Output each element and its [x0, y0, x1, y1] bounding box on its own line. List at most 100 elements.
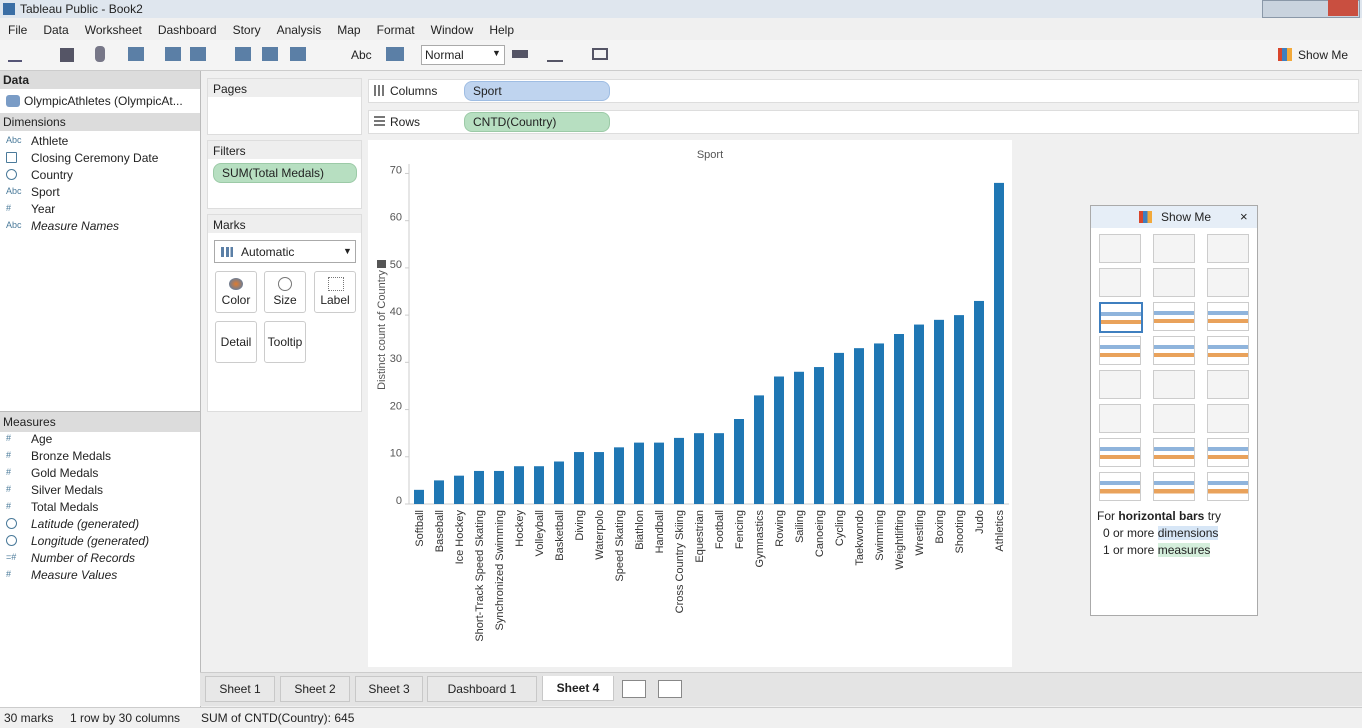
x-tick-label: Volleyball	[534, 510, 546, 556]
chart-type-thumbnail[interactable]	[1153, 268, 1195, 297]
show-me-button[interactable]: Show Me	[1298, 48, 1349, 62]
tooltip-label: Tooltip	[267, 335, 303, 349]
field[interactable]: # Gold Medals	[0, 465, 200, 482]
chart-type-thumbnail[interactable]	[1153, 234, 1195, 263]
field[interactable]: Abc Sport	[0, 184, 200, 201]
chart-type-thumbnail[interactable]	[1153, 302, 1195, 331]
new-dashboard-button[interactable]	[658, 680, 682, 698]
presentation-mode-button[interactable]	[592, 48, 608, 60]
show-me-icon[interactable]	[1278, 48, 1292, 61]
menu-item[interactable]: Window	[430, 23, 474, 37]
chart-type-thumbnail[interactable]	[1099, 472, 1141, 501]
chart-type-thumbnail[interactable]	[1099, 234, 1141, 263]
swap-button[interactable]	[235, 47, 251, 61]
sheet-tab[interactable]: Sheet 2	[280, 676, 350, 702]
field[interactable]: Abc Measure Names	[0, 218, 200, 235]
chart-type-thumbnail[interactable]	[1153, 370, 1195, 399]
menu-item[interactable]: Dashboard	[157, 23, 217, 37]
detail-button[interactable]: Detail	[215, 321, 257, 363]
label-button[interactable]: Label	[314, 271, 356, 313]
x-tick-label: Taekwondo	[854, 510, 866, 566]
x-tick-label: Swimming	[874, 510, 886, 561]
chart-type-thumbnail[interactable]	[1207, 472, 1249, 501]
x-tick-label: Weightlifting	[894, 510, 906, 570]
field[interactable]: # Bronze Medals	[0, 448, 200, 465]
back-button[interactable]	[8, 48, 22, 62]
menu-item[interactable]: File	[8, 23, 28, 37]
size-button[interactable]: Size	[264, 271, 306, 313]
sheet-tab[interactable]: Sheet 1	[205, 676, 275, 702]
field-type-icon	[6, 152, 17, 163]
tooltip-button[interactable]: Tooltip	[264, 321, 306, 363]
sheet-tab[interactable]: Sheet 3	[355, 676, 423, 702]
chart-type-thumbnail[interactable]	[1153, 404, 1195, 433]
close-button[interactable]: ×	[1240, 209, 1248, 224]
labels-button[interactable]: Abc	[351, 48, 372, 62]
field[interactable]: # Age	[0, 431, 200, 448]
field[interactable]: Abc Athlete	[0, 133, 200, 150]
highlight-button[interactable]	[547, 48, 563, 62]
chart-type-thumbnail[interactable]	[1207, 404, 1249, 433]
fit-dropdown[interactable]: Normal ▼	[421, 45, 505, 65]
chart-type-thumbnail[interactable]	[1099, 438, 1141, 467]
chart-type-thumbnail[interactable]	[1099, 302, 1143, 333]
field[interactable]: # Total Medals	[0, 499, 200, 516]
bar	[734, 419, 744, 504]
chart-type-thumbnail[interactable]	[1099, 336, 1141, 365]
filter-pill[interactable]: SUM(Total Medals)	[213, 163, 357, 183]
filters-card: Filters SUM(Total Medals)	[207, 140, 362, 209]
data-source-button[interactable]	[95, 46, 105, 62]
menu-item[interactable]: Data	[43, 23, 69, 37]
chart-type-thumbnail[interactable]	[1207, 234, 1249, 263]
color-button[interactable]: Color	[215, 271, 257, 313]
clear-button[interactable]	[190, 47, 206, 61]
chart-type-thumbnail[interactable]	[1207, 302, 1249, 331]
chart-type-thumbnail[interactable]	[1207, 438, 1249, 467]
new-sheet-button[interactable]	[128, 47, 144, 61]
menu-item[interactable]: Analysis	[276, 23, 322, 37]
field[interactable]: Longitude (generated)	[0, 533, 200, 550]
sheet-tab[interactable]: Sheet 4	[542, 676, 614, 701]
field[interactable]: # Year	[0, 201, 200, 218]
bar	[754, 395, 764, 504]
field[interactable]: =# Number of Records	[0, 550, 200, 567]
menu-item[interactable]: Story	[232, 23, 261, 37]
columns-pill[interactable]: Sport	[464, 81, 610, 101]
sort-desc-button[interactable]	[290, 47, 306, 61]
close-button[interactable]	[1328, 0, 1358, 16]
chart-type-thumbnail[interactable]	[1207, 268, 1249, 297]
field[interactable]: # Silver Medals	[0, 482, 200, 499]
field[interactable]: Closing Ceremony Date	[0, 150, 200, 167]
field[interactable]: Country	[0, 167, 200, 184]
save-button[interactable]	[60, 48, 74, 62]
measures-heading: Measures	[3, 415, 56, 429]
duplicate-button[interactable]	[165, 47, 181, 61]
menu-item[interactable]: Worksheet	[84, 23, 142, 37]
y-tick-label: 10	[390, 448, 402, 460]
sheet-tab[interactable]: Dashboard 1	[427, 676, 537, 702]
data-source[interactable]: OlympicAthletes (OlympicAt...	[24, 94, 183, 108]
sort-asc-button[interactable]	[262, 47, 278, 61]
mark-type-dropdown[interactable]: Automatic ▼	[214, 240, 356, 263]
new-worksheet-button[interactable]	[622, 680, 646, 698]
field[interactable]: # Measure Values	[0, 567, 200, 584]
chart-type-thumbnail[interactable]	[1099, 404, 1141, 433]
chart-type-thumbnail[interactable]	[1099, 370, 1141, 399]
menu-item[interactable]: Format	[376, 23, 415, 37]
sort-icon[interactable]	[377, 260, 386, 268]
chart-type-thumbnail[interactable]	[1153, 438, 1195, 467]
presentation-button[interactable]	[386, 47, 404, 61]
x-tick-label: Synchronized Swimming	[494, 510, 506, 630]
chart-type-thumbnail[interactable]	[1207, 370, 1249, 399]
chart-type-thumbnail[interactable]	[1207, 336, 1249, 365]
menu-item[interactable]: Help	[489, 23, 514, 37]
menu-item[interactable]: Map	[337, 23, 361, 37]
field-type-icon: Abc	[6, 220, 22, 230]
field[interactable]: Latitude (generated)	[0, 516, 200, 533]
chart-type-thumbnail[interactable]	[1153, 472, 1195, 501]
chart-type-thumbnail[interactable]	[1153, 336, 1195, 365]
rows-pill[interactable]: CNTD(Country)	[464, 112, 610, 132]
chart-type-thumbnail[interactable]	[1099, 268, 1141, 297]
fix-axes-button[interactable]	[512, 50, 528, 58]
pages-card: Pages	[207, 78, 362, 135]
